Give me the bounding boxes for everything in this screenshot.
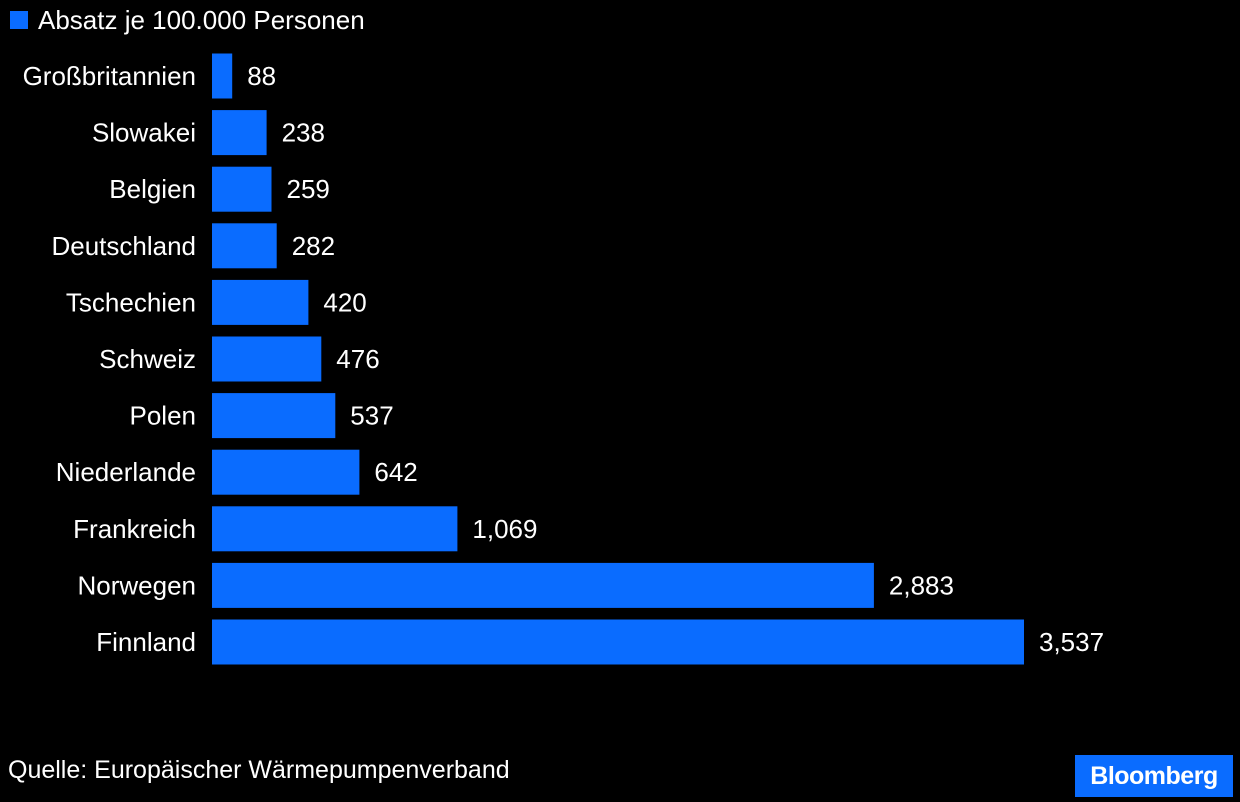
bar-finnland <box>212 619 1024 665</box>
category-label: Polen <box>130 401 197 431</box>
value-label: 238 <box>282 118 325 148</box>
legend: Absatz je 100.000 Personen <box>10 5 365 35</box>
category-label: Finnland <box>96 627 196 657</box>
bar-tschechien <box>212 279 309 325</box>
category-label: Niederlande <box>56 457 196 487</box>
bar-polen <box>212 393 336 439</box>
bar-schweiz <box>212 336 322 382</box>
value-label: 259 <box>287 174 330 204</box>
value-label: 3,537 <box>1039 627 1104 657</box>
category-label: Schweiz <box>99 344 196 374</box>
category-label: Großbritannien <box>23 61 196 91</box>
bar-slowakei <box>212 110 267 156</box>
category-label: Tschechien <box>66 287 196 317</box>
value-label: 2,883 <box>889 570 954 600</box>
category-label: Frankreich <box>73 514 196 544</box>
bar-deutschland <box>212 223 277 269</box>
bars-layer <box>212 53 1024 665</box>
bar-gro-britannien <box>212 53 233 99</box>
legend-swatch <box>10 11 28 29</box>
bloomberg-logo: Bloomberg <box>1075 755 1233 797</box>
source-note: Quelle: Europäischer Wärmepumpenverband <box>8 756 510 784</box>
category-label: Belgien <box>109 174 196 204</box>
category-label: Slowakei <box>92 118 196 148</box>
value-label: 1,069 <box>472 514 537 544</box>
category-labels-layer: Großbritannien Slowakei Belgien Deutschland… <box>23 61 196 657</box>
category-label: Deutschland <box>51 231 196 261</box>
bar-frankreich <box>212 506 458 552</box>
value-label: 282 <box>292 231 335 261</box>
bar-norwegen <box>212 562 874 608</box>
value-label: 537 <box>350 401 393 431</box>
value-label: 476 <box>336 344 379 374</box>
value-label: 642 <box>374 457 417 487</box>
value-label: 88 <box>247 61 276 91</box>
value-label: 420 <box>323 287 366 317</box>
legend-label: Absatz je 100.000 Personen <box>38 5 365 35</box>
bar-belgien <box>212 166 272 212</box>
bar-niederlande <box>212 449 360 495</box>
category-label: Norwegen <box>77 570 196 600</box>
